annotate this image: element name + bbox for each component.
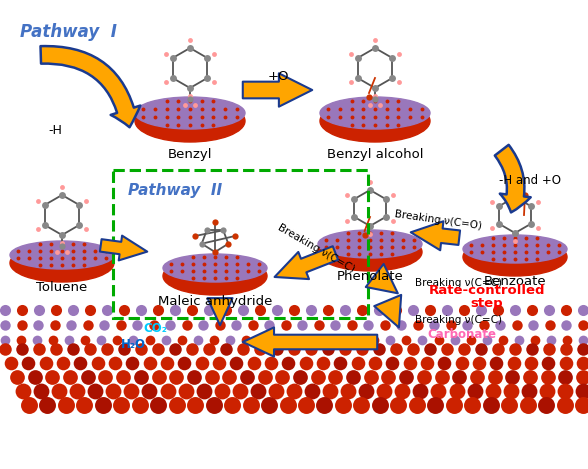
Ellipse shape (10, 241, 114, 269)
Text: Phenolate: Phenolate (336, 270, 403, 283)
Ellipse shape (10, 244, 114, 282)
Text: Benzyl alcohol: Benzyl alcohol (327, 148, 423, 161)
Ellipse shape (135, 97, 245, 129)
Text: step: step (470, 296, 503, 310)
Ellipse shape (463, 235, 567, 263)
Text: Toluene: Toluene (36, 281, 88, 294)
Text: Benzoate: Benzoate (484, 275, 546, 288)
Text: Breaking ν(C=C): Breaking ν(C=C) (415, 315, 502, 325)
Text: Benzyl: Benzyl (168, 148, 212, 161)
Text: Breaking ν(C=C): Breaking ν(C=C) (415, 278, 502, 288)
Ellipse shape (135, 100, 245, 142)
FancyArrowPatch shape (41, 46, 141, 127)
Ellipse shape (320, 100, 430, 142)
Text: CO₂: CO₂ (143, 322, 167, 334)
Text: Rate-controlled: Rate-controlled (429, 283, 545, 296)
Text: -H and +O: -H and +O (499, 174, 561, 187)
Text: -H: -H (48, 123, 62, 136)
Ellipse shape (320, 97, 430, 129)
Text: Breaking ν(C=O): Breaking ν(C=O) (394, 209, 482, 231)
Text: H₂O: H₂O (121, 339, 145, 351)
Ellipse shape (463, 238, 567, 276)
Ellipse shape (318, 230, 422, 258)
Text: Pathway  I: Pathway I (20, 23, 117, 41)
FancyArrowPatch shape (495, 145, 531, 212)
Text: Maleic anhydride: Maleic anhydride (158, 295, 272, 308)
Ellipse shape (318, 233, 422, 271)
Text: +O: +O (268, 70, 289, 83)
Ellipse shape (163, 254, 267, 282)
Text: Carbonate: Carbonate (427, 328, 496, 341)
Ellipse shape (163, 257, 267, 295)
Text: Pathway  II: Pathway II (128, 183, 222, 198)
Text: Breaking ν(C=C): Breaking ν(C=C) (276, 222, 356, 274)
